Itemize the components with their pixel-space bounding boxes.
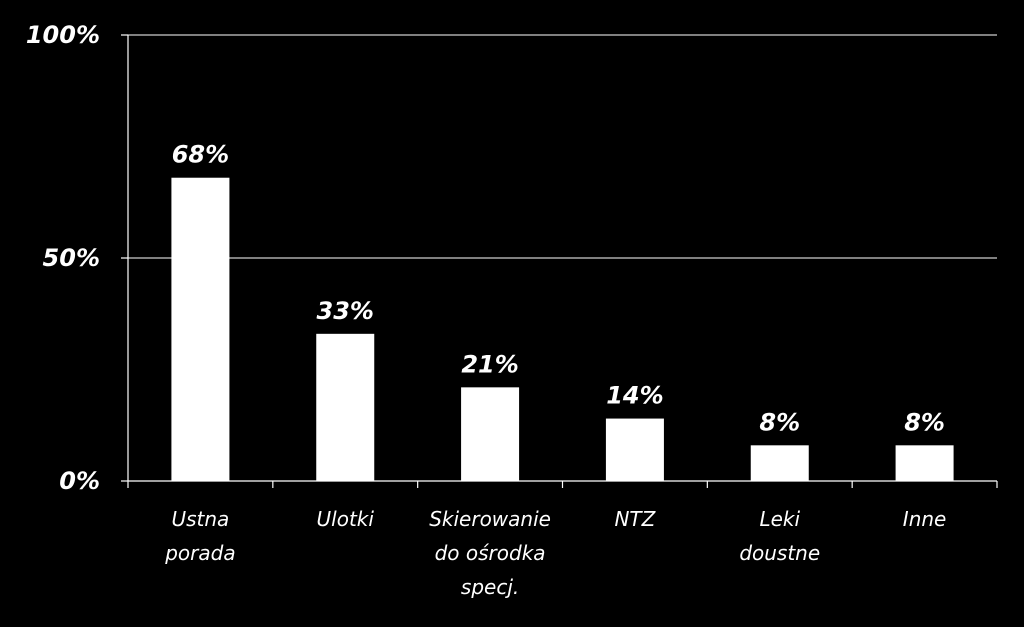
x-tick-label-1: Ulotki: [317, 507, 375, 531]
data-label-3: 14%: [606, 382, 663, 410]
bar-3: [605, 418, 664, 481]
x-tick-labels: Ustna porada Ulotki Skierowanie do ośrodka sp…: [164, 507, 946, 599]
data-label-5: 8%: [904, 408, 945, 436]
x-tick-label-3: NTZ: [614, 507, 656, 531]
x-tick-label-2-line-0: Skierowanie: [429, 507, 551, 531]
x-tick-label-0: Ustna porada: [164, 507, 235, 565]
x-tick-label-4-line-0: Leki: [759, 507, 800, 531]
data-label-4: 8%: [759, 408, 800, 436]
bar-5: [895, 445, 954, 481]
x-tick-label-4: Leki doustne: [739, 507, 820, 565]
x-tick-label-2-line-1: do ośrodka: [435, 541, 546, 565]
data-label-0: 68%: [172, 141, 229, 169]
y-tick-label-0: 0%: [59, 467, 100, 495]
data-label-2: 21%: [461, 350, 518, 378]
x-tick-label-2-line-2: specj.: [461, 575, 519, 599]
x-tick-label-3-line-0: NTZ: [614, 507, 656, 531]
bar-0: [171, 177, 230, 481]
bar-4: [750, 445, 809, 481]
x-tick-label-4-line-1: doustne: [739, 541, 820, 565]
x-tick-label-0-line-1: porada: [164, 541, 235, 565]
x-tick-label-0-line-0: Ustna: [171, 507, 229, 531]
bar-1: [316, 333, 375, 481]
bars: [171, 177, 954, 481]
x-tick-label-5: Inne: [903, 507, 947, 531]
grid-lines: [128, 34, 997, 259]
x-tick-label-2: Skierowanie do ośrodka specj.: [429, 507, 551, 599]
y-tick-labels: 0% 50% 100%: [26, 21, 100, 495]
data-labels: 68% 33% 21% 14% 8% 8%: [172, 141, 945, 437]
bar-2: [461, 387, 520, 481]
axes: [121, 34, 998, 488]
x-tick-label-1-line-0: Ulotki: [317, 507, 375, 531]
data-label-1: 33%: [317, 297, 374, 325]
x-tick-label-5-line-0: Inne: [903, 507, 947, 531]
y-tick-label-1: 50%: [43, 244, 100, 272]
y-tick-label-2: 100%: [26, 21, 100, 49]
